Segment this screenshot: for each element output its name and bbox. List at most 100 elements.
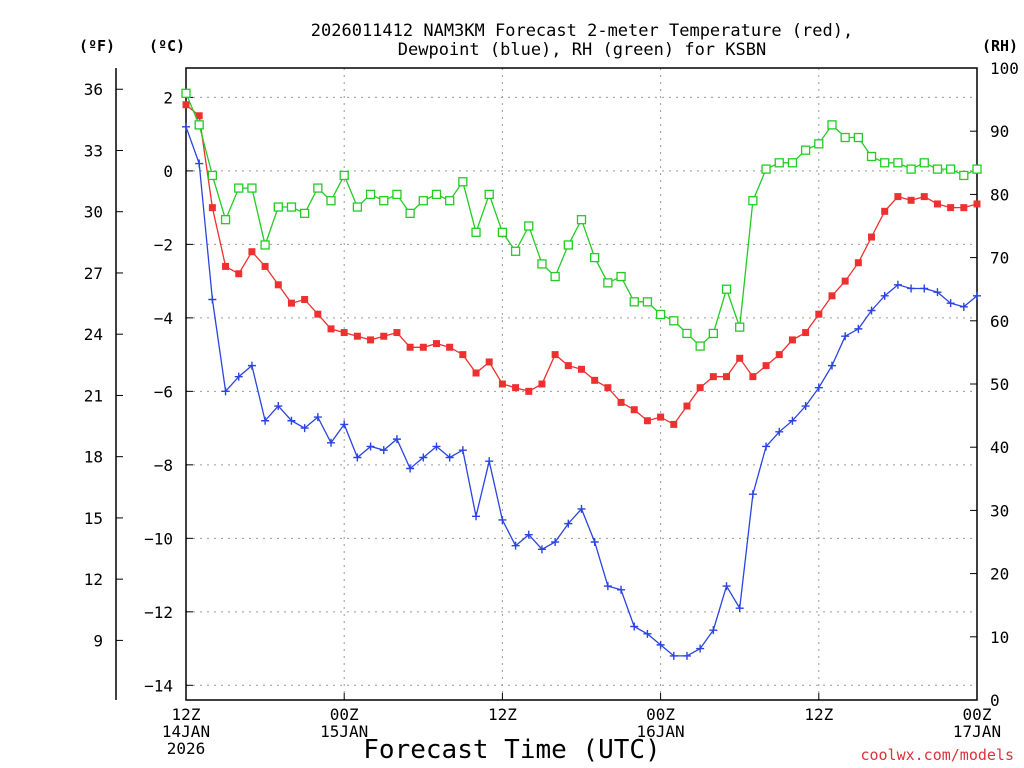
- rh-point: [906, 164, 916, 174]
- rh-point: [313, 183, 323, 193]
- dewpoint-point: [669, 651, 678, 660]
- x-tick-label: 14JAN: [162, 722, 210, 741]
- temperature-point: [485, 358, 493, 366]
- dewpoint-point: [221, 387, 230, 396]
- dewpoint-point: [551, 538, 560, 546]
- rh-point: [286, 202, 297, 212]
- chart-gridlines: [185, 68, 978, 700]
- dewpoint-point: [564, 519, 573, 528]
- rh-point: [563, 240, 573, 250]
- dewpoint-point: [696, 644, 705, 653]
- rh-point: [471, 227, 481, 237]
- dewpoint-point: [577, 504, 586, 513]
- rh-point: [814, 139, 824, 149]
- temperature-point: [551, 351, 559, 359]
- rh-point: [405, 208, 415, 219]
- fahrenheit-tick-label: 24: [84, 325, 103, 344]
- temperature-point: [973, 200, 981, 208]
- temperature-point: [591, 376, 599, 384]
- temperature-point: [815, 310, 823, 318]
- dewpoint-point: [590, 538, 599, 546]
- rh-tick-label: 30: [990, 501, 1009, 520]
- rh-tick-label: 60: [990, 312, 1009, 331]
- dewpoint-point: [327, 438, 336, 447]
- rh-point: [458, 177, 468, 187]
- dewpoint-point: [603, 582, 612, 591]
- rh-point: [299, 208, 310, 219]
- rh-point: [919, 158, 929, 168]
- rh-point: [418, 196, 428, 206]
- dewpoint-point: [946, 299, 955, 308]
- dewpoint-point: [788, 416, 797, 425]
- rh-point: [774, 158, 784, 168]
- dewpoint-point: [313, 413, 322, 422]
- temperature-point: [933, 200, 941, 208]
- temperature-point: [643, 417, 651, 425]
- rh-point: [194, 120, 204, 130]
- series-dewpoint: [182, 122, 981, 660]
- temperature-point: [881, 207, 889, 215]
- rh-point: [761, 164, 771, 174]
- rh-point: [669, 316, 679, 326]
- temperature-point: [841, 277, 849, 285]
- rh-point: [695, 341, 705, 351]
- temperature-point: [472, 369, 480, 377]
- temperature-point: [947, 204, 955, 212]
- dewpoint-point: [485, 457, 494, 466]
- dewpoint-point: [617, 585, 626, 594]
- temperature-point: [854, 259, 862, 267]
- rh-point: [655, 309, 666, 320]
- rh-point: [181, 88, 191, 98]
- dewpoint-point: [498, 515, 507, 524]
- dewpoint-point: [867, 306, 876, 315]
- rh-point: [840, 132, 850, 143]
- temperature-point: [802, 329, 810, 337]
- dewpoint-point: [287, 416, 296, 425]
- temperature-point: [683, 402, 691, 410]
- chart-title-line2: Dewpoint (blue), RH (green) for KSBN: [398, 40, 766, 60]
- temperature-point: [432, 340, 440, 348]
- celsius-unit-label: (ºC): [149, 37, 185, 55]
- rh-tick-label: 40: [990, 438, 1009, 457]
- rh-point: [748, 196, 758, 206]
- rh-point: [603, 278, 613, 288]
- dewpoint-point: [182, 122, 190, 131]
- temperature-point: [564, 362, 572, 370]
- temperature-point: [380, 332, 388, 340]
- temperature-point: [208, 204, 216, 212]
- rh-tick-label: 20: [990, 565, 1009, 584]
- fahrenheit-tick-label: 18: [84, 448, 103, 467]
- temperature-point: [498, 380, 506, 388]
- dewpoint-point: [814, 383, 823, 392]
- rh-tick-label: 0: [990, 691, 1000, 710]
- rh-point: [590, 252, 600, 263]
- temperature-point: [868, 233, 876, 241]
- dewpoint-point: [419, 453, 428, 462]
- celsius-tick-label: −12: [144, 603, 173, 622]
- rh-point: [431, 189, 442, 200]
- temperature-point: [261, 262, 269, 270]
- temperature-point: [525, 387, 533, 395]
- dewpoint-point: [195, 159, 204, 168]
- rh-point: [787, 158, 798, 168]
- rh-point: [379, 196, 389, 206]
- dewpoint-point: [406, 464, 415, 473]
- temperature-point: [235, 270, 243, 278]
- plot-frame: [185, 67, 978, 701]
- rh-point: [708, 328, 718, 339]
- dewpoint-point: [656, 640, 665, 649]
- temperature-point: [828, 292, 836, 300]
- rh-point: [576, 215, 587, 225]
- celsius-tick-label: 2: [163, 88, 173, 107]
- rh-point: [273, 202, 283, 212]
- rh-point: [326, 196, 336, 206]
- dewpoint-point: [827, 361, 836, 370]
- rh-point: [484, 189, 494, 200]
- rh-point: [524, 221, 534, 231]
- rh-tick-label: 50: [990, 375, 1009, 394]
- rh-tick-label: 80: [990, 185, 1009, 204]
- rh-point: [550, 271, 560, 282]
- rh-point: [365, 189, 376, 200]
- dewpoint-point: [775, 427, 784, 436]
